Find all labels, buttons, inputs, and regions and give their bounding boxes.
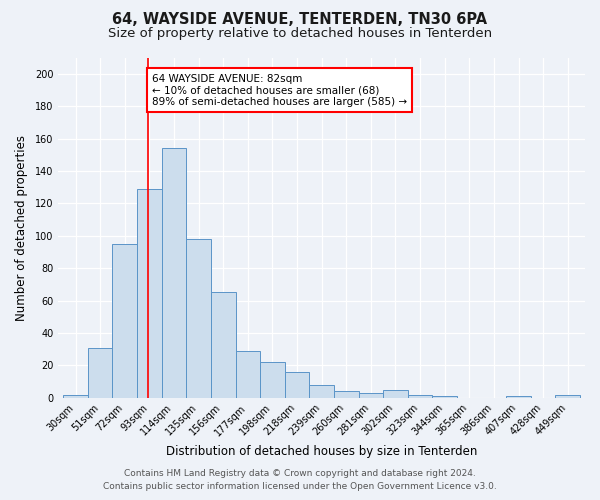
Text: 64, WAYSIDE AVENUE, TENTERDEN, TN30 6PA: 64, WAYSIDE AVENUE, TENTERDEN, TN30 6PA (112, 12, 488, 28)
Bar (63, 394, 88, 398)
Bar (236, 351, 260, 398)
Bar (112, 244, 137, 398)
Y-axis label: Number of detached properties: Number of detached properties (15, 134, 28, 320)
Bar (186, 239, 211, 398)
Bar (359, 393, 383, 398)
Bar (556, 394, 580, 398)
Bar (334, 392, 359, 398)
Bar (310, 385, 334, 398)
Bar (211, 292, 236, 398)
Bar (161, 148, 186, 398)
Bar (506, 396, 531, 398)
Bar (260, 362, 285, 398)
X-axis label: Distribution of detached houses by size in Tenterden: Distribution of detached houses by size … (166, 444, 478, 458)
Bar (383, 390, 408, 398)
Text: Size of property relative to detached houses in Tenterden: Size of property relative to detached ho… (108, 28, 492, 40)
Bar (137, 189, 161, 398)
Text: Contains HM Land Registry data © Crown copyright and database right 2024.
Contai: Contains HM Land Registry data © Crown c… (103, 470, 497, 491)
Bar (285, 372, 310, 398)
Text: 64 WAYSIDE AVENUE: 82sqm
← 10% of detached houses are smaller (68)
89% of semi-d: 64 WAYSIDE AVENUE: 82sqm ← 10% of detach… (152, 74, 407, 107)
Bar (88, 348, 112, 398)
Bar (408, 394, 433, 398)
Bar (433, 396, 457, 398)
